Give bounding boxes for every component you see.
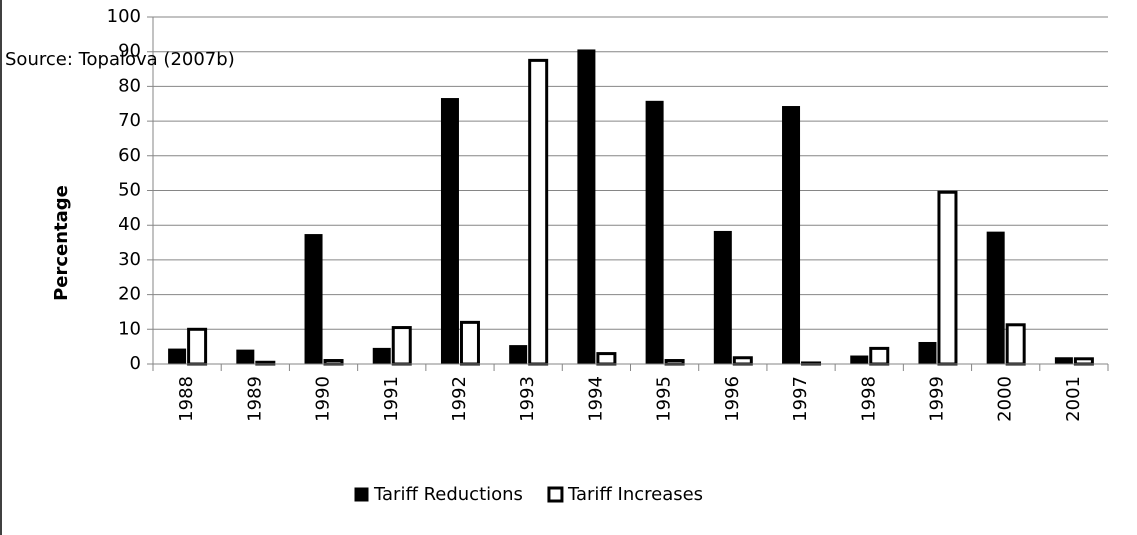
x-tick-label: 1997: [790, 376, 811, 422]
y-tick-label: 30: [118, 249, 141, 270]
x-tick-label: 1993: [517, 376, 538, 422]
bar: [577, 49, 596, 365]
y-tick-label: 10: [118, 318, 141, 339]
bar: [1005, 323, 1026, 366]
x-tick-label: 1992: [449, 376, 470, 422]
x-tick-label: 1999: [926, 376, 947, 422]
bar: [236, 349, 255, 365]
legend-label: Tariff Reductions: [373, 484, 523, 505]
x-tick-label: 1995: [654, 376, 675, 422]
x-tick-label: 2001: [1063, 376, 1084, 422]
y-tick-label: 70: [118, 110, 141, 131]
bar: [782, 106, 801, 365]
y-tick-label: 50: [118, 180, 141, 201]
x-tick-label: 1991: [381, 376, 402, 422]
x-tick-label: 1989: [244, 376, 265, 422]
bar: [1073, 357, 1094, 366]
legend-swatch: [354, 487, 369, 502]
x-tick-label: 2000: [995, 376, 1016, 422]
bar: [869, 346, 890, 366]
bar: [1054, 357, 1073, 365]
x-tick-label: 1988: [176, 376, 197, 422]
bar: [850, 355, 869, 365]
bar: [391, 326, 412, 366]
bar: [372, 347, 391, 365]
bar: [440, 98, 459, 365]
x-tick-label: 1998: [858, 376, 879, 422]
bar: [528, 58, 549, 366]
bar: [713, 230, 732, 365]
x-tick-label: 1996: [722, 376, 743, 422]
bar: [664, 359, 685, 366]
y-tick-label: 0: [130, 353, 141, 374]
y-tick-label: 90: [118, 41, 141, 62]
y-tick-label: 40: [118, 214, 141, 235]
bar: [732, 356, 753, 366]
y-axis-label: Percentage: [51, 185, 72, 301]
bar: [645, 100, 664, 365]
y-tick-label: 100: [107, 6, 141, 27]
y-tick-label: 80: [118, 75, 141, 96]
bar: [986, 231, 1005, 365]
x-tick-label: 1990: [313, 376, 334, 422]
bar: [304, 234, 323, 365]
y-tick-label: 20: [118, 284, 141, 305]
y-tick-label: 60: [118, 145, 141, 166]
legend-swatch: [547, 486, 564, 503]
bar: [459, 320, 480, 366]
bar: [596, 352, 617, 366]
bar: [168, 348, 187, 365]
bar: [918, 341, 937, 365]
x-tick-label: 1994: [585, 376, 606, 422]
bar: [323, 359, 344, 366]
bar: [187, 327, 208, 366]
bar: [937, 190, 958, 366]
annotation: Source: Topalova (2007b): [5, 49, 235, 70]
bar: [509, 345, 528, 365]
legend-label: Tariff Increases: [567, 484, 703, 505]
